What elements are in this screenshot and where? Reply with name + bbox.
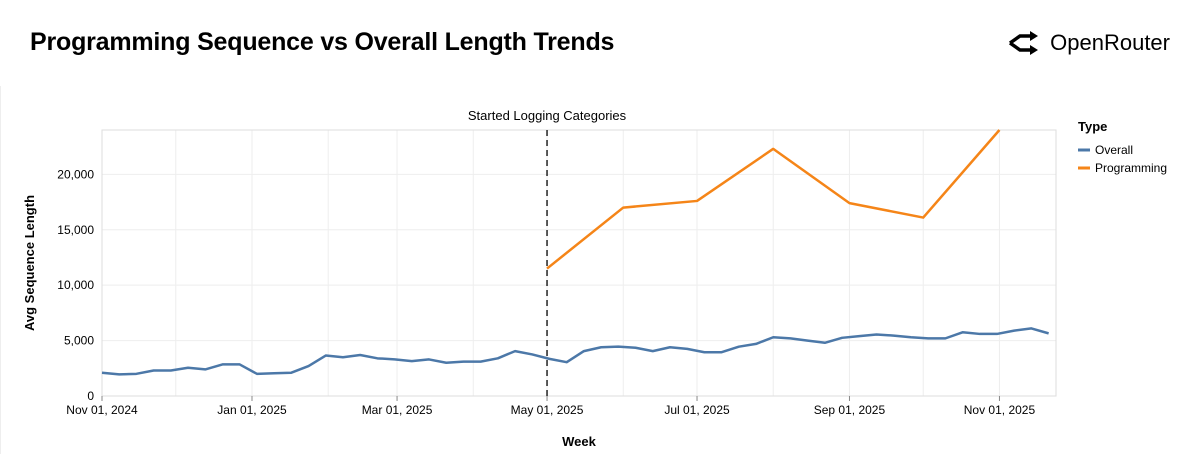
plot-border <box>101 129 1057 397</box>
x-tick-label: Nov 01, 2025 <box>964 403 1036 417</box>
y-axis-label: Avg Sequence Length <box>22 195 37 331</box>
x-tick-label: Nov 01, 2024 <box>66 403 138 417</box>
series-lines <box>101 129 1049 376</box>
x-axis-label: Week <box>562 434 596 449</box>
y-axis: 0 5,000 10,000 15,000 20,000 <box>57 167 94 403</box>
series-line-overall <box>101 327 1049 376</box>
y-tick-label: 5,000 <box>64 334 94 348</box>
page-title: Programming Sequence vs Overall Length T… <box>30 28 615 56</box>
grid <box>101 130 1056 397</box>
x-tick-label: May 01, 2025 <box>511 403 584 417</box>
annotation-label: Started Logging Categories <box>468 108 627 123</box>
legend-item-overall: Overall <box>1095 143 1133 157</box>
x-tick-label: Mar 01, 2025 <box>362 403 433 417</box>
brand-logo: OpenRouter <box>1008 30 1170 56</box>
legend: Type Overall Programming <box>1078 119 1167 175</box>
x-tick-label: Jul 01, 2025 <box>664 403 730 417</box>
chart-frame <box>0 86 1200 454</box>
legend-title: Type <box>1078 119 1107 134</box>
x-tick-label: Sep 01, 2025 <box>814 403 886 417</box>
brand-name: OpenRouter <box>1050 30 1170 55</box>
x-tick-label: Jan 01, 2025 <box>217 403 287 417</box>
openrouter-logo-icon <box>1009 31 1039 55</box>
legend-item-programming: Programming <box>1095 161 1167 175</box>
y-tick-label: 0 <box>87 389 94 403</box>
y-tick-label: 20,000 <box>57 167 94 181</box>
y-tick-label: 10,000 <box>57 278 94 292</box>
y-tick-label: 15,000 <box>57 223 94 237</box>
x-axis: Nov 01, 2024 Jan 01, 2025 Mar 01, 2025 May … <box>66 396 1035 417</box>
